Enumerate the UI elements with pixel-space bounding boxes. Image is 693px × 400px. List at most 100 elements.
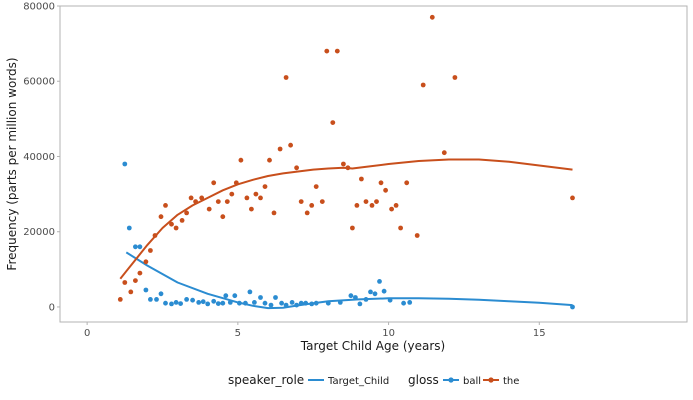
point-the: [211, 180, 217, 186]
point-the: [220, 214, 226, 220]
point-the: [570, 195, 575, 201]
point-ball: [279, 300, 284, 306]
point-the: [414, 233, 420, 238]
point-the: [148, 248, 153, 253]
point-the: [229, 191, 235, 197]
point-ball: [126, 225, 132, 231]
point-ball: [232, 293, 238, 299]
point-ball: [258, 295, 263, 300]
point-the: [253, 191, 259, 197]
point-ball: [303, 300, 309, 306]
point-the: [441, 150, 447, 156]
y-tick-label: 80000: [23, 2, 55, 13]
point-ball: [570, 304, 575, 310]
trend-line-the: [119, 158, 573, 280]
point-ball: [313, 300, 319, 306]
x-tick-label: 10: [382, 328, 395, 339]
point-ball: [252, 300, 257, 305]
point-ball: [243, 300, 248, 306]
point-the: [283, 75, 289, 80]
point-ball: [401, 300, 406, 306]
point-ball: [133, 244, 138, 250]
point-ball: [154, 297, 159, 302]
point-ball: [200, 299, 206, 305]
point-the: [294, 165, 299, 171]
point-ball: [337, 300, 343, 305]
point-the: [383, 187, 388, 193]
point-the: [389, 206, 394, 212]
point-the: [378, 180, 384, 186]
point-the: [143, 259, 149, 265]
point-the: [152, 233, 158, 238]
point-the: [173, 225, 179, 231]
legend-title-speaker-role: speaker_role: [228, 373, 304, 387]
point-the: [163, 203, 168, 208]
point-the: [298, 199, 304, 205]
legend-key-ball-point: [448, 377, 454, 383]
point-ball: [143, 287, 149, 293]
point-ball: [283, 302, 289, 308]
point-the: [313, 184, 319, 190]
y-tick-label: 20000: [23, 227, 55, 238]
panel-background: [59, 5, 688, 323]
x-tick-label: 5: [235, 328, 241, 339]
point-ball: [262, 300, 268, 306]
point-the: [133, 278, 138, 283]
point-the: [330, 120, 336, 125]
point-the: [193, 199, 199, 205]
point-ball: [377, 279, 382, 284]
point-ball: [407, 300, 413, 305]
point-ball: [220, 300, 226, 306]
point-the: [233, 180, 239, 186]
point-the: [369, 203, 375, 208]
point-the: [184, 210, 190, 216]
point-the: [199, 195, 205, 201]
x-tick-label: 15: [533, 328, 546, 339]
point-the: [429, 14, 435, 20]
y-axis-title: Frequency (parts per million words): [5, 57, 19, 270]
point-the: [188, 195, 194, 201]
point-ball: [158, 291, 164, 297]
point-the: [420, 82, 426, 88]
point-ball: [309, 301, 315, 307]
point-ball: [273, 295, 278, 300]
point-ball: [205, 301, 211, 307]
point-the: [324, 48, 330, 54]
point-the: [158, 214, 164, 220]
point-the: [262, 184, 268, 190]
point-the: [122, 280, 128, 285]
point-the: [117, 297, 123, 302]
point-the: [238, 157, 244, 163]
point-ball: [122, 161, 128, 167]
point-the: [277, 146, 283, 152]
point-the: [271, 210, 277, 216]
x-axis: 0 5 10 15: [84, 322, 546, 339]
point-ball: [368, 289, 373, 295]
point-the: [363, 199, 369, 205]
point-the: [288, 142, 293, 148]
legend-key-the-point: [488, 377, 494, 383]
point-the: [374, 199, 379, 205]
point-the: [128, 289, 134, 295]
point-the: [393, 203, 399, 208]
point-ball: [353, 295, 358, 300]
point-ball: [268, 302, 274, 308]
point-the: [341, 161, 346, 167]
legend-label-ball: ball: [463, 376, 481, 387]
point-the: [258, 195, 263, 201]
point-the: [224, 199, 230, 205]
legend-label-target-child: Target_Child: [327, 376, 389, 387]
point-the: [398, 225, 403, 231]
point-the: [215, 199, 221, 205]
point-ball: [348, 293, 354, 299]
point-ball: [325, 300, 331, 306]
point-the: [350, 225, 355, 231]
point-the: [206, 206, 212, 212]
legend-label-the: the: [503, 376, 519, 387]
point-the: [304, 210, 310, 216]
point-the: [319, 199, 325, 205]
legend: speaker_role Target_Child gloss ball the: [228, 373, 519, 387]
point-the: [244, 195, 250, 201]
data-points: [117, 14, 575, 310]
point-ball: [137, 244, 143, 250]
